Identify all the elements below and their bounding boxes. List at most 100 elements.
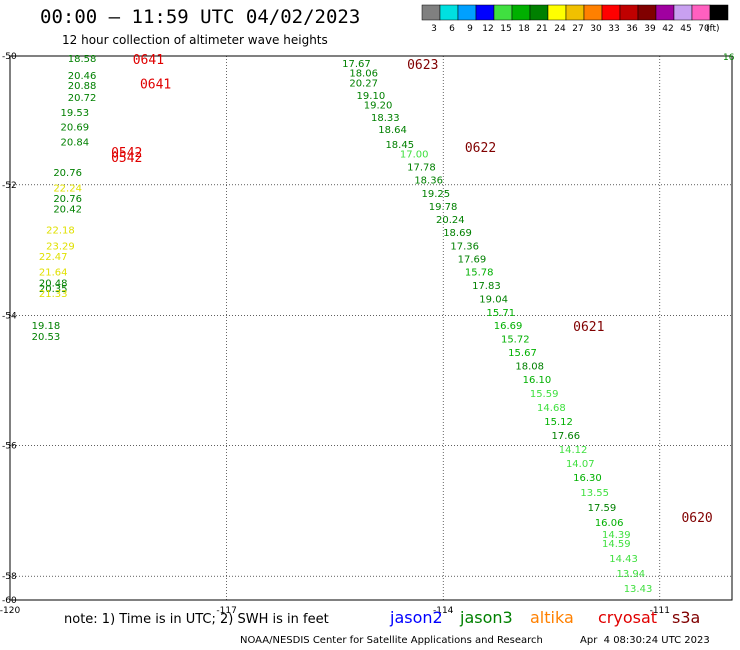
lon-tick-label: -114 bbox=[433, 606, 454, 616]
scale-label: 30 bbox=[590, 24, 602, 34]
wave-height-label: 22.18 bbox=[46, 226, 75, 237]
wave-height-label: 20.72 bbox=[68, 93, 97, 104]
lon-tick-label: -120 bbox=[0, 606, 20, 616]
pass-id-label: 0542 bbox=[111, 151, 142, 166]
satellite-altika: altika bbox=[530, 608, 574, 627]
wave-height-label: 19.18 bbox=[32, 321, 61, 332]
scale-label: 70 bbox=[698, 24, 710, 34]
wave-height-label: 16.30 bbox=[573, 473, 602, 484]
wave-height-label: 20.84 bbox=[61, 137, 90, 148]
footer-note: note: 1) Time is in UTC; 2) SWH is in fe… bbox=[64, 612, 329, 627]
wave-height-label: 18.69 bbox=[443, 228, 472, 239]
scale-swatch bbox=[637, 4, 657, 21]
wave-height-label: 20.76 bbox=[53, 168, 82, 179]
scale-label: 21 bbox=[536, 24, 547, 34]
wave-height-label: 20.27 bbox=[349, 79, 378, 90]
pass-id-label: 0542 bbox=[111, 146, 142, 161]
scale-swatch bbox=[601, 4, 621, 21]
scale-label: 15 bbox=[500, 24, 511, 34]
wave-height-label: 19.53 bbox=[61, 108, 90, 119]
wave-height-label: 14.59 bbox=[602, 539, 631, 550]
lat-tick-label: -60 bbox=[2, 596, 17, 606]
scale-swatch bbox=[619, 4, 639, 21]
scale-swatch bbox=[655, 4, 675, 21]
credit-timestamp: Apr 4 08:30:24 UTC 2023 bbox=[580, 635, 710, 646]
wave-height-label: 20.48 bbox=[39, 278, 68, 289]
wave-height-label: 13.94 bbox=[616, 569, 645, 580]
wave-height-label: 16.10 bbox=[523, 375, 552, 386]
scale-label: 12 bbox=[482, 24, 493, 34]
wave-height-label: 17.83 bbox=[472, 281, 501, 292]
wave-height-label: 18.36 bbox=[414, 176, 443, 187]
wave-height-label: 13.55 bbox=[580, 488, 609, 499]
wave-height-label: 19.25 bbox=[422, 189, 451, 200]
scale-label: 3 bbox=[431, 24, 437, 34]
wave-height-label: 15.12 bbox=[544, 417, 573, 428]
wave-height-label: 14.39 bbox=[602, 530, 631, 541]
satellite-cryosat: cryosat bbox=[598, 608, 658, 627]
wave-height-label: 18.33 bbox=[371, 113, 400, 124]
scale-swatch bbox=[493, 4, 513, 21]
credit-text: NOAA/NESDIS Center for Satellite Applica… bbox=[240, 635, 543, 646]
wave-height-label: 21.64 bbox=[39, 268, 68, 279]
scale-label: 6 bbox=[449, 24, 455, 34]
scale-swatch bbox=[565, 4, 585, 21]
wave-height-label: 22.24 bbox=[53, 184, 82, 195]
map-title: 00:00 – 11:59 UTC 04/02/2023 bbox=[40, 6, 361, 28]
lat-tick-label: -52 bbox=[2, 181, 17, 191]
lon-tick-label: -117 bbox=[216, 606, 236, 616]
scale-label: 18 bbox=[518, 24, 530, 34]
wave-height-label: 15.71 bbox=[487, 308, 516, 319]
scale-swatch bbox=[691, 4, 711, 21]
scale-label: 45 bbox=[680, 24, 691, 34]
wave-height-label: 16.06 bbox=[595, 518, 624, 529]
wave-height-label: 17.59 bbox=[588, 503, 617, 514]
wave-height-label: 17.67 bbox=[342, 59, 371, 70]
wave-height-label: 17.69 bbox=[458, 254, 487, 265]
wave-height-label: 20.24 bbox=[436, 215, 465, 226]
wave-height-label: 15.78 bbox=[465, 268, 494, 279]
wave-height-label: 18.06 bbox=[349, 69, 378, 80]
pass-id-label: 0641 bbox=[133, 53, 164, 68]
satellite-s3a: s3a bbox=[672, 608, 701, 627]
pass-id-label: 0620 bbox=[681, 511, 712, 526]
wave-height-label: 17.78 bbox=[407, 163, 436, 174]
wave-height-label: 17.66 bbox=[552, 431, 581, 442]
scale-label: 39 bbox=[644, 24, 656, 34]
scale-swatch bbox=[583, 4, 603, 21]
pass-id-label: 0622 bbox=[465, 141, 496, 156]
scale-swatch bbox=[709, 4, 729, 21]
wave-height-label: 19.20 bbox=[364, 101, 393, 112]
satellite-jason3: jason3 bbox=[460, 608, 513, 627]
wave-height-label: 18.58 bbox=[68, 54, 97, 65]
pass-id-label: 0641 bbox=[140, 78, 171, 93]
wave-height-label: 22.47 bbox=[39, 252, 68, 263]
scale-swatch bbox=[529, 4, 549, 21]
wave-height-label: 20.46 bbox=[68, 71, 97, 82]
wave-height-label: 15.59 bbox=[530, 389, 559, 400]
wave-height-label: 14.43 bbox=[609, 554, 638, 565]
wave-height-label: 18.08 bbox=[515, 361, 544, 372]
lat-tick-label: -50 bbox=[2, 52, 17, 62]
wave-height-label: 19.78 bbox=[429, 202, 458, 213]
lat-tick-label: -54 bbox=[2, 312, 17, 322]
wave-height-label: 18.45 bbox=[385, 140, 414, 151]
wave-height-label: 18.64 bbox=[378, 125, 407, 136]
wave-height-label: 14.07 bbox=[566, 459, 595, 470]
wave-height-label: 19.04 bbox=[479, 294, 508, 305]
scale-label: 27 bbox=[572, 24, 583, 34]
scale-swatch bbox=[511, 4, 531, 21]
wave-height-label: 16.69 bbox=[494, 321, 523, 332]
wave-height-label: 20.76 bbox=[53, 194, 82, 205]
wave-height-label: 19.10 bbox=[357, 91, 386, 102]
scale-label: 42 bbox=[662, 24, 673, 34]
wave-height-label: 21.33 bbox=[39, 289, 68, 300]
wave-height-label: 15.72 bbox=[501, 335, 530, 346]
wave-height-label: 17.00 bbox=[400, 150, 429, 161]
lon-tick-label: -111 bbox=[650, 606, 670, 616]
pass-id-label: 0621 bbox=[573, 320, 604, 335]
scale-swatch bbox=[547, 4, 567, 21]
scale-swatch bbox=[421, 4, 441, 21]
map-subtitle: 12 hour collection of altimeter wave hei… bbox=[62, 33, 328, 47]
pass-id-label: 0623 bbox=[407, 58, 438, 73]
